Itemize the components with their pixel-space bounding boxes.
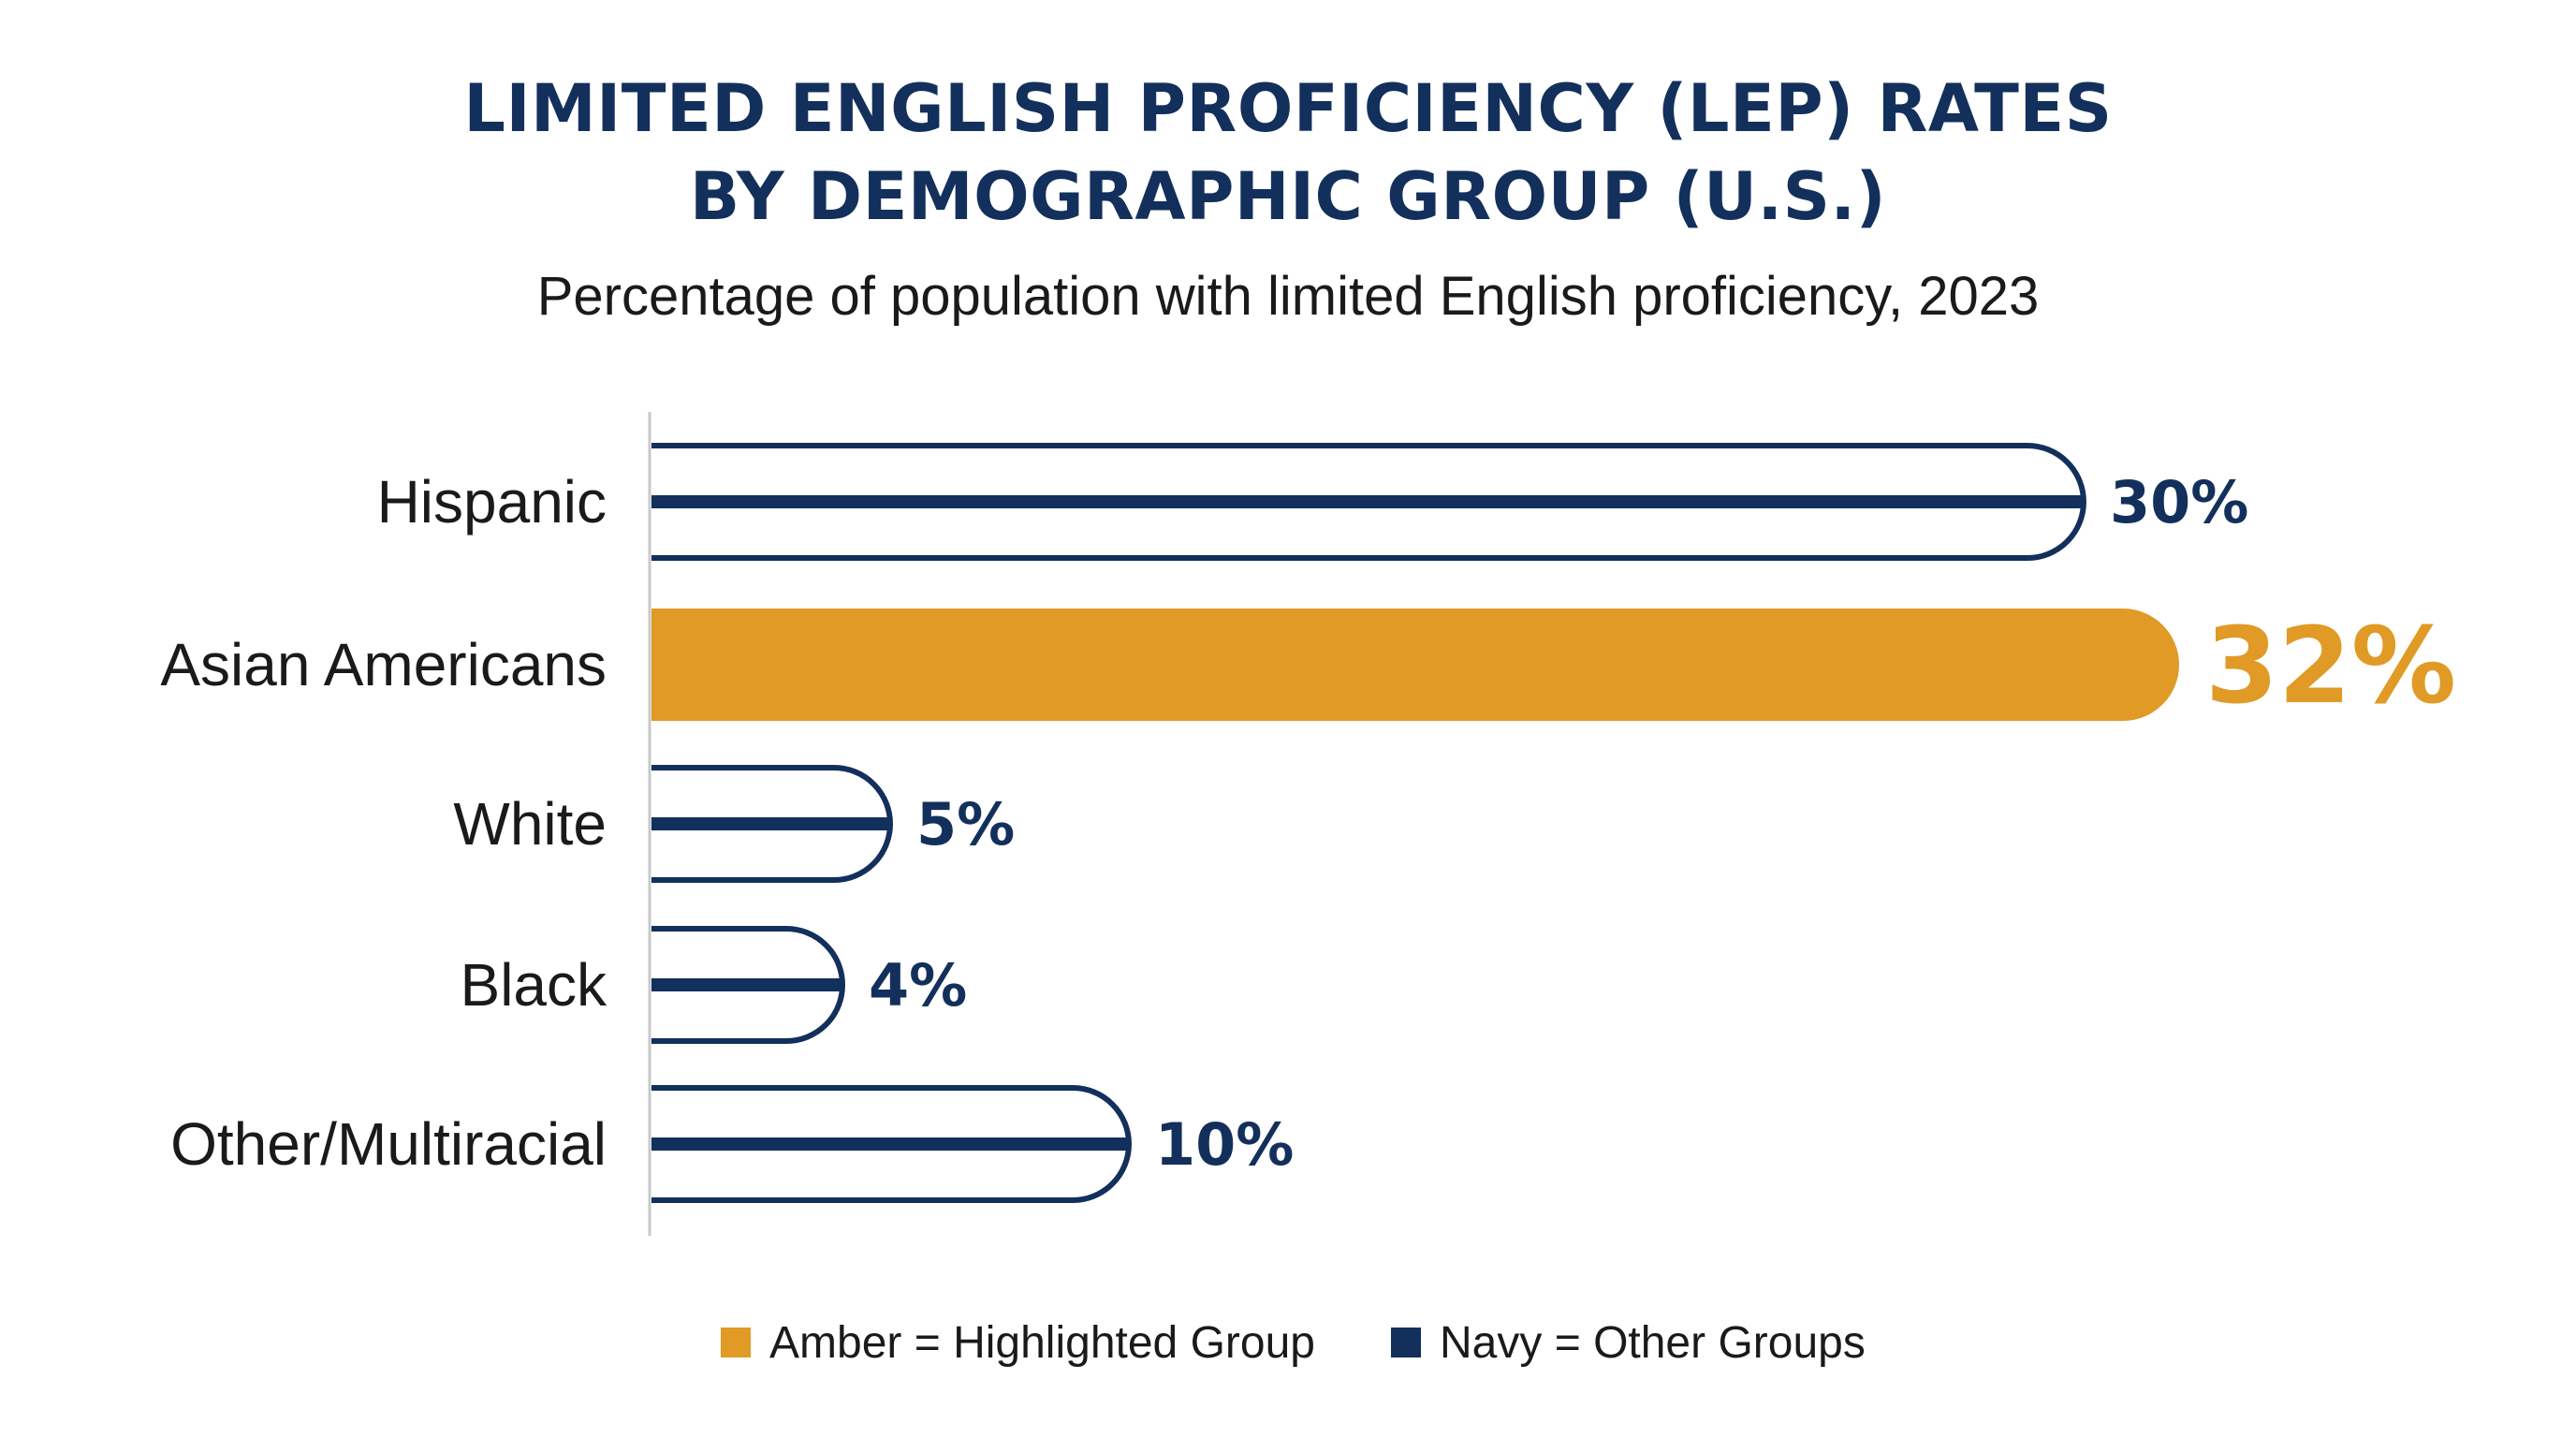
chart-title-line-2: BY DEMOGRAPHIC GROUP (U.S.) xyxy=(690,158,1886,235)
value-label-other-multiracial: 10% xyxy=(1155,1110,1294,1179)
bars-layer: Hispanic 30% Asian Americans 32% White 5% Blac… xyxy=(160,443,2456,1203)
legend-swatch-amber xyxy=(721,1328,751,1357)
category-label-asian-americans: Asian Americans xyxy=(160,631,607,698)
category-label-white: White xyxy=(453,790,607,858)
chart-subtitle: Percentage of population with limited En… xyxy=(537,266,2040,327)
value-label-white: 5% xyxy=(916,790,1015,858)
chart-title-line-1: LIMITED ENGLISH PROFICIENCY (LEP) RATES xyxy=(463,70,2112,147)
category-label-black: Black xyxy=(461,951,608,1019)
legend-label-other: Navy = Other Groups xyxy=(1440,1318,1866,1368)
value-label-hispanic: 30% xyxy=(2110,468,2248,536)
legend-label-highlighted: Amber = Highlighted Group xyxy=(769,1318,1315,1368)
legend-swatch-navy xyxy=(1391,1328,1421,1357)
bar-asian-americans xyxy=(651,609,2179,721)
category-label-hispanic: Hispanic xyxy=(377,468,607,536)
value-label-asian-americans: 32% xyxy=(2205,606,2456,727)
value-label-black: 4% xyxy=(869,951,967,1020)
legend: Amber = Highlighted Group Navy = Other G… xyxy=(721,1318,1866,1368)
category-label-other-multiracial: Other/Multiracial xyxy=(170,1110,607,1178)
